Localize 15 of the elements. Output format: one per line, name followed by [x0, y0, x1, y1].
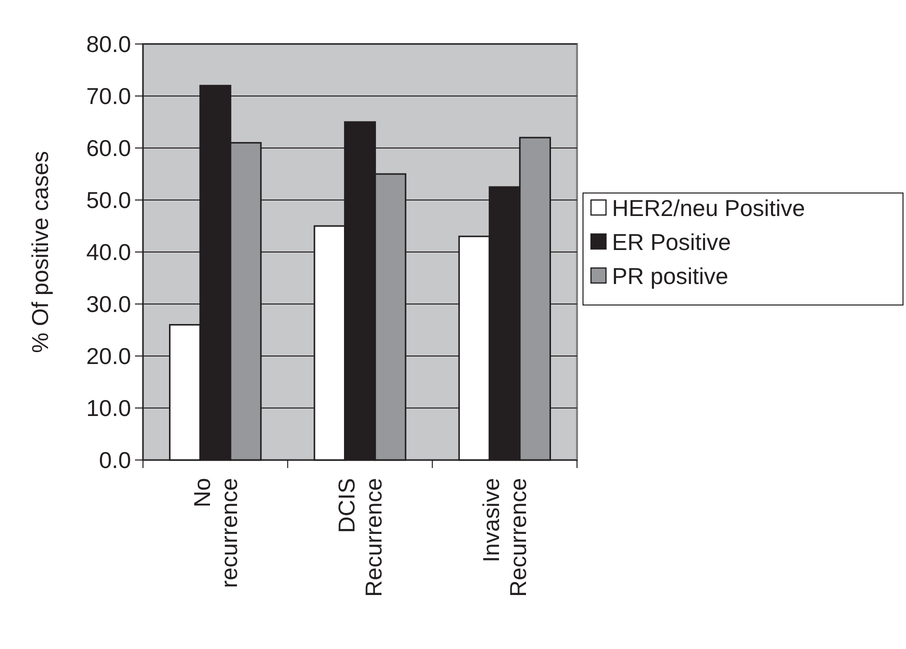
legend-label: PR positive — [612, 263, 728, 290]
y-tick-label: 20.0 — [86, 343, 131, 370]
legend-label: ER Positive — [612, 229, 731, 256]
x-tick-label: No recurrence — [188, 478, 242, 588]
y-tick-label: 70.0 — [86, 83, 131, 110]
x-tick-label: Invasive Recurrence — [478, 478, 532, 597]
y-tick-label: 10.0 — [86, 395, 131, 422]
y-tick-label: 60.0 — [86, 135, 131, 162]
y-tick-label: 80.0 — [86, 31, 131, 58]
legend-label: HER2/neu Positive — [612, 195, 806, 222]
y-axis-title: % Of positive cases — [27, 151, 53, 353]
y-tick-label: 40.0 — [86, 239, 131, 266]
y-tick-label: 30.0 — [86, 291, 131, 318]
y-tick-label: 50.0 — [86, 187, 131, 214]
y-tick-label: 0.0 — [99, 447, 131, 474]
